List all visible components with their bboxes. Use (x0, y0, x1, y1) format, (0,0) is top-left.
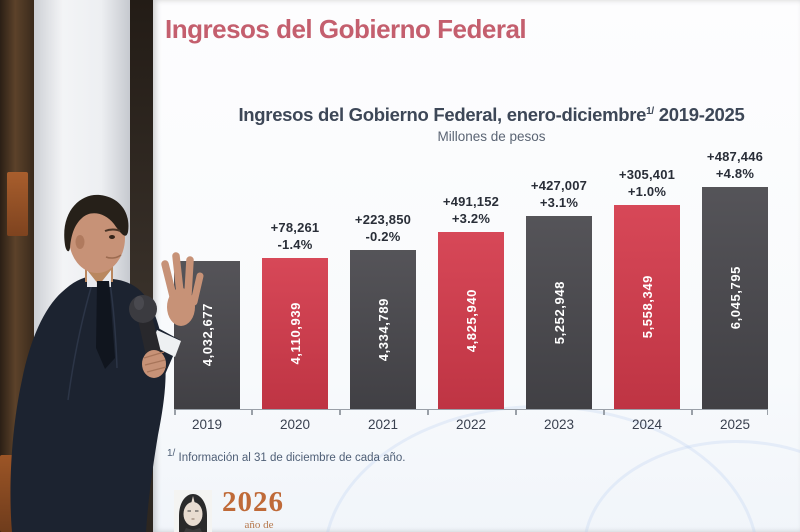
wall-carving-accent (7, 172, 28, 236)
footer-year: 2026 (222, 486, 284, 518)
bar-2025: 6,045,795 (702, 187, 768, 409)
bar-group-2022: +491,152 +3.2% 4,825,940 2022 (438, 148, 504, 432)
annotation-delta: +491,152 (442, 194, 500, 209)
bar-annotation-2024: +305,401 +1.0% (619, 167, 675, 200)
bar-annotation-2025: +487,446 +4.8% (707, 149, 763, 182)
portrait-collar (184, 528, 202, 532)
x-axis-tick (603, 410, 605, 415)
bar-value-label: 6,045,795 (727, 266, 743, 330)
x-axis-line (174, 409, 768, 415)
presenter-photo (10, 194, 204, 532)
suit-lapel-line (67, 283, 93, 401)
x-axis-tick (251, 410, 253, 415)
footnote-text: Información al 31 de diciembre de cada a… (178, 452, 406, 464)
x-axis-tick (174, 410, 176, 415)
bar-2022: 4,825,940 (438, 232, 504, 409)
bar-group-2023: +427,007 +3.1% 5,252,948 2023 (526, 148, 592, 432)
bar-value-label: 4,825,940 (463, 288, 479, 353)
bar-2021: 4,334,789 (350, 250, 416, 409)
x-tick-label-2024: 2024 (631, 417, 663, 432)
annotation-delta: +78,261 (270, 220, 320, 235)
eye (109, 235, 115, 239)
plot-area: 4,032,677 2019 +78,261 -1.4% 4,110,939 2020 +2… (174, 148, 768, 432)
bar-annotation-2021: +223,850 -0.2% (355, 212, 411, 245)
bar-value-label: 4,334,789 (375, 297, 391, 362)
bar-annotation-2020: +78,261 -1.4% (271, 220, 320, 253)
wall-carving-accent (0, 455, 13, 532)
chart-header: Ingresos del Gobierno Federal, enero-dic… (191, 104, 792, 144)
necktie (96, 281, 115, 369)
x-axis-tick (766, 410, 768, 415)
chart-footnote: 1/ Información al 31 de diciembre de cad… (167, 449, 406, 464)
portrait-face (183, 502, 203, 526)
suit-jacket (10, 276, 166, 532)
mic-holding-hand (142, 350, 167, 378)
presenter-body (10, 194, 204, 532)
x-axis-tick (427, 410, 429, 415)
footer-caption: año de (244, 519, 274, 531)
chart-subtitle: Millones de pesos (437, 129, 546, 144)
annotation-percent: -1.4% (277, 236, 313, 252)
x-tick-label-2023: 2023 (543, 417, 575, 432)
heroine-portrait-image (174, 490, 212, 532)
chart-title-text: Ingresos del Gobierno Federal, enero-dic… (238, 104, 647, 125)
x-tick-label-2019: 2019 (191, 417, 223, 432)
bar-group-2021: +223,850 -0.2% 4,334,789 2021 (350, 148, 416, 432)
x-tick-label-2020: 2020 (279, 417, 311, 432)
bar-annotation-2022: +491,152 +3.2% (443, 194, 499, 227)
bar-annotation-2023: +427,007 +3.1% (531, 178, 587, 211)
bar-value-label: 4,110,939 (287, 302, 303, 365)
footnote-superscript: 1/ (167, 448, 176, 460)
projection-screen: Ingresos del Gobierno Federal Ingresos d… (153, 0, 800, 532)
slide-title: Ingresos del Gobierno Federal (165, 14, 527, 44)
annotation-percent: +3.2% (451, 210, 491, 226)
x-tick-label-2025: 2025 (719, 417, 751, 432)
x-axis-tick (691, 410, 693, 415)
bar-group-2025: +487,446 +4.8% 6,045,795 2025 (702, 148, 768, 432)
bar-value-label: 5,252,948 (551, 280, 567, 345)
chart-title: Ingresos del Gobierno Federal, enero-dic… (191, 104, 792, 126)
annotation-percent: +4.8% (715, 165, 755, 181)
annotation-delta: +487,446 (706, 149, 764, 164)
bar-2020: 4,110,939 (262, 258, 328, 409)
annotation-percent: -0.2% (365, 228, 401, 244)
eyebrow (104, 228, 121, 232)
bar-group-2020: +78,261 -1.4% 4,110,939 2020 (262, 148, 328, 432)
raised-hand (161, 252, 204, 326)
x-axis-tick (339, 410, 341, 415)
annotation-percent: +1.0% (627, 183, 667, 199)
bar-value-label: 5,558,349 (639, 275, 655, 339)
bar-group-2024: +305,401 +1.0% 5,558,349 2024 (614, 148, 680, 432)
hair (64, 194, 129, 252)
shirt-cuff (151, 330, 181, 357)
annotation-delta: +305,401 (618, 167, 676, 182)
bar-2023: 5,252,948 (526, 216, 592, 409)
annotation-delta: +223,850 (354, 212, 412, 227)
x-tick-label-2021: 2021 (367, 417, 399, 432)
x-axis-tick (515, 410, 517, 415)
ear (75, 235, 85, 249)
x-tick-label-2022: 2022 (455, 417, 487, 432)
annotation-delta: +427,007 (530, 178, 588, 193)
annotation-percent: +3.1% (539, 194, 579, 210)
chart-title-superscript: 1/ (646, 105, 654, 117)
mouth (105, 254, 122, 259)
suit-lapel-line (109, 282, 118, 369)
chart-title-years: 2019-2025 (658, 104, 745, 125)
bar-2024: 5,558,349 (614, 205, 680, 409)
